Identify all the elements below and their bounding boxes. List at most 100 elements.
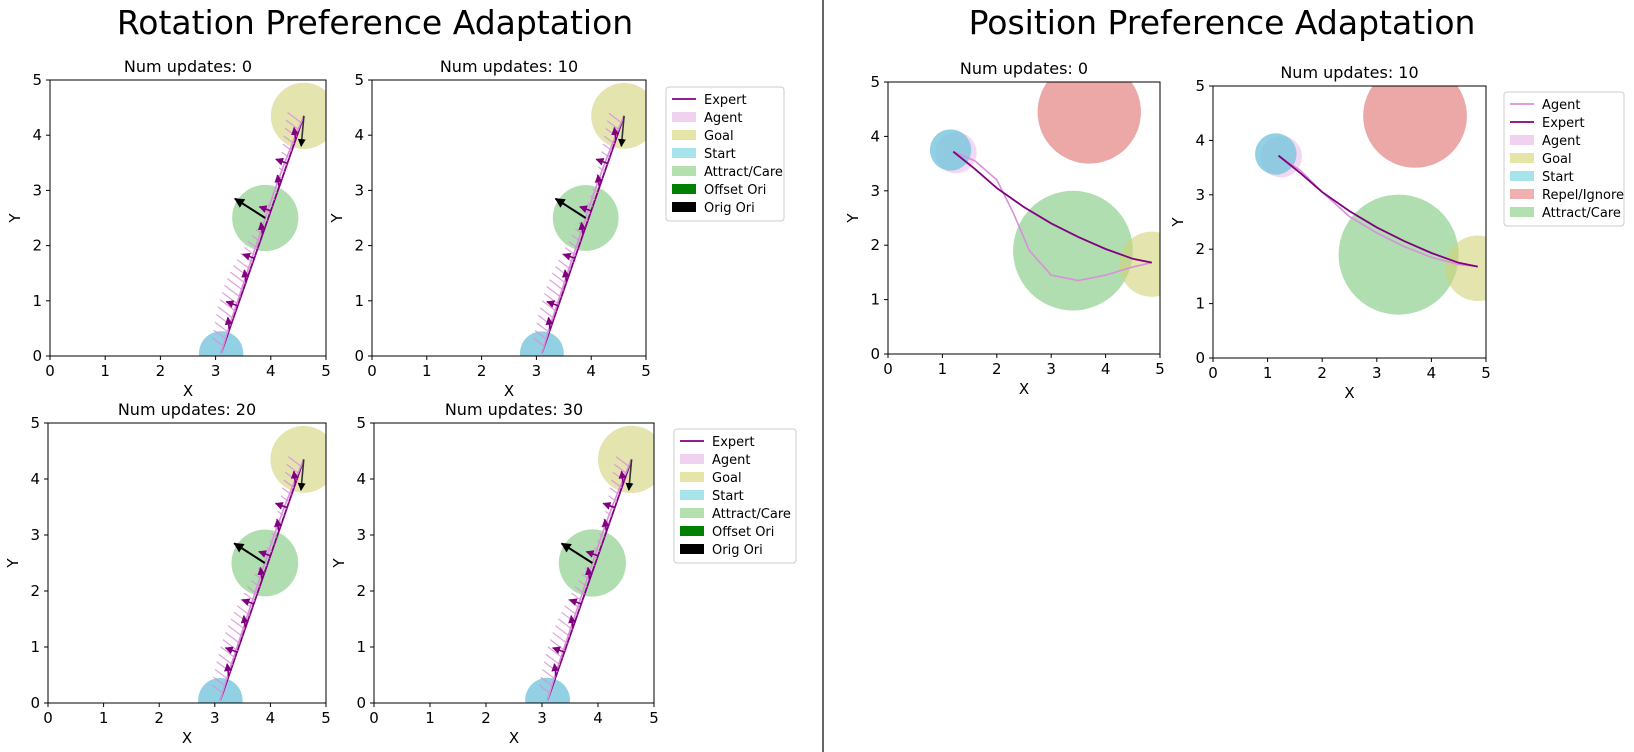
x-tick-label: 3 bbox=[210, 709, 220, 727]
y-tick-label: 1 bbox=[1195, 295, 1205, 313]
expert-arrow bbox=[274, 174, 283, 188]
axes-frame bbox=[49, 79, 327, 357]
x-tick-label: 5 bbox=[649, 709, 659, 727]
legend-patch-swatch bbox=[1510, 207, 1534, 217]
y-tick-label: 2 bbox=[870, 236, 880, 254]
legend-label: Offset Ori bbox=[704, 183, 766, 198]
expert-arrow bbox=[585, 550, 599, 558]
hatch-line bbox=[225, 632, 241, 645]
y-tick-label: 5 bbox=[30, 414, 40, 432]
hatch-line bbox=[221, 291, 239, 305]
hatch-line bbox=[593, 547, 600, 552]
agent-trajectory bbox=[952, 150, 1153, 282]
y-tick-label: 1 bbox=[354, 292, 364, 310]
hatch-line bbox=[611, 479, 623, 489]
hatch-line bbox=[558, 259, 572, 270]
x-tick-label: 2 bbox=[156, 362, 166, 380]
x-axis-label: X bbox=[182, 729, 192, 747]
legends: Expert Agent Goal Start Attract/Care Offset O… bbox=[665, 86, 1625, 564]
hatch-line bbox=[283, 135, 295, 145]
hatch-line bbox=[587, 202, 594, 208]
y-tick-label: 4 bbox=[356, 470, 366, 488]
x-tick-label: 5 bbox=[321, 709, 331, 727]
expert-arrow bbox=[578, 221, 587, 235]
start-circle bbox=[199, 331, 244, 356]
subplot-title: Num updates: 10 bbox=[440, 57, 578, 76]
hatch-line bbox=[273, 189, 278, 194]
hatch-line bbox=[574, 586, 586, 595]
plot-area bbox=[929, 82, 1160, 311]
y-tick-label: 5 bbox=[356, 414, 366, 432]
hatch-line bbox=[602, 143, 613, 152]
y-tick-label: 1 bbox=[30, 638, 40, 656]
subplot-title: Num updates: 30 bbox=[445, 400, 583, 419]
start-circle bbox=[519, 331, 564, 356]
x-tick-label: 2 bbox=[992, 360, 1002, 378]
y-axis-label: Y bbox=[6, 213, 24, 224]
expert-arrow bbox=[584, 566, 593, 580]
hatch-line bbox=[280, 495, 290, 503]
legend-label: Start bbox=[704, 147, 736, 162]
x-axis-label: X bbox=[1344, 384, 1354, 402]
hatch-line bbox=[247, 240, 259, 250]
hatch-line bbox=[217, 306, 234, 319]
hatch-line bbox=[266, 547, 273, 552]
x-tick-label: 5 bbox=[1481, 364, 1491, 382]
x-tick-label: 3 bbox=[1372, 364, 1382, 382]
expert-arrow bbox=[551, 663, 560, 677]
expert-orientation-arrows bbox=[224, 126, 299, 330]
expert-arrow bbox=[257, 566, 266, 580]
hatch-line bbox=[608, 112, 623, 124]
y-tick-label: 0 bbox=[1195, 349, 1205, 367]
hatch-line bbox=[233, 611, 248, 623]
legend-patch-swatch bbox=[672, 148, 696, 158]
rotation-section-title: Rotation Preference Adaptation bbox=[117, 3, 633, 42]
hatch-line bbox=[545, 653, 561, 666]
hatch-line bbox=[555, 625, 571, 637]
hatch-line bbox=[270, 196, 276, 201]
hatch-line bbox=[609, 487, 620, 496]
legend-label: Attract/Care bbox=[712, 507, 791, 522]
y-tick-label: 3 bbox=[1195, 186, 1205, 204]
plot-area bbox=[198, 426, 326, 703]
subplot-5: 0 1 2 3 4 5 0 1 2 3 4 5 Num updates: 0 X Y bbox=[844, 59, 1165, 398]
hatch-line bbox=[254, 573, 263, 581]
x-tick-label: 5 bbox=[1155, 360, 1165, 378]
legend-patch-swatch bbox=[1510, 153, 1534, 163]
hatch-line bbox=[214, 321, 229, 333]
expert-arrow bbox=[602, 502, 616, 510]
hatch-line bbox=[212, 337, 224, 347]
expert-orientation-arrows bbox=[545, 126, 620, 330]
hatch-line bbox=[575, 228, 584, 236]
expert-arrow bbox=[290, 470, 299, 484]
hatch-line bbox=[615, 456, 630, 467]
hatch-line bbox=[214, 668, 229, 680]
hatch-line bbox=[571, 592, 583, 602]
hatch-line bbox=[549, 639, 566, 652]
hatch-line bbox=[278, 167, 285, 173]
hatch-line bbox=[230, 618, 246, 630]
expert-trajectory bbox=[952, 150, 1153, 264]
legend-label: Goal bbox=[712, 471, 742, 486]
expert-trajectory bbox=[1277, 154, 1478, 268]
hatch-line bbox=[247, 586, 258, 595]
x-tick-label: 2 bbox=[1317, 364, 1327, 382]
hatch-line bbox=[222, 639, 238, 652]
y-tick-label: 3 bbox=[354, 181, 364, 199]
expert-orientation-arrows bbox=[224, 470, 299, 677]
y-axis-label: Y bbox=[1169, 217, 1187, 228]
position-section-title: Position Preference Adaptation bbox=[969, 3, 1476, 42]
y-tick-label: 4 bbox=[32, 126, 42, 144]
expert-arrow bbox=[601, 518, 610, 532]
expert-arrow bbox=[611, 126, 620, 140]
expert-arrow bbox=[224, 646, 238, 655]
legend-patch-swatch bbox=[1510, 189, 1534, 199]
axes-frame bbox=[1212, 85, 1487, 359]
goal-circle bbox=[270, 426, 326, 493]
x-tick-label: 1 bbox=[99, 709, 109, 727]
hatch-line bbox=[549, 279, 564, 291]
y-tick-label: 0 bbox=[30, 694, 40, 712]
x-tick-label: 2 bbox=[154, 709, 164, 727]
legend-patch-swatch bbox=[672, 130, 696, 140]
subplot-2: 0 1 2 3 4 5 0 1 2 3 4 5 Num updates: 10 X Y bbox=[328, 57, 651, 400]
